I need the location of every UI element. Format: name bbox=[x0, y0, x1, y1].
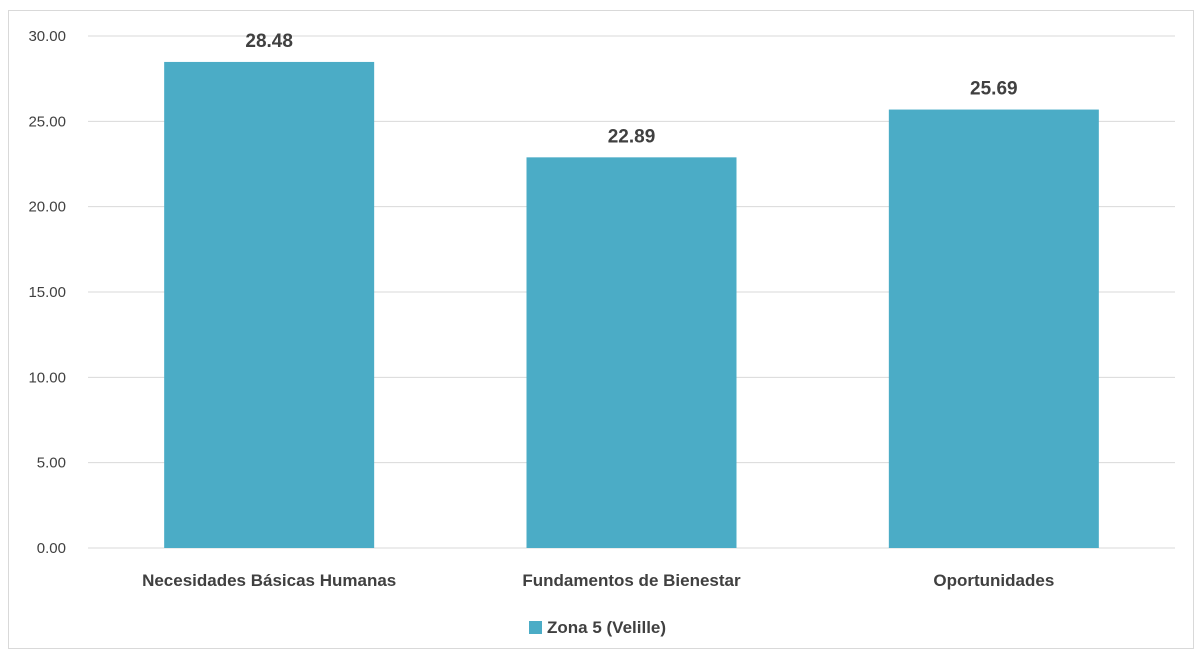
y-tick-label: 5.00 bbox=[37, 455, 66, 472]
y-tick-label: 15.00 bbox=[28, 284, 66, 301]
x-category-label: Necesidades Básicas Humanas bbox=[142, 571, 396, 590]
x-axis-categories: Necesidades Básicas Humanas Fundamentos d… bbox=[142, 571, 1054, 590]
legend: Zona 5 (Velille) bbox=[529, 618, 666, 637]
y-tick-label: 10.00 bbox=[28, 369, 66, 386]
y-tick-label: 25.00 bbox=[28, 113, 66, 130]
bar bbox=[526, 157, 737, 548]
y-tick-label: 30.00 bbox=[28, 28, 66, 45]
data-label: 25.69 bbox=[970, 79, 1018, 100]
bars bbox=[164, 61, 1099, 548]
bar bbox=[164, 61, 375, 548]
legend-swatch bbox=[529, 621, 542, 634]
y-tick-label: 0.00 bbox=[37, 540, 66, 557]
y-axis-ticks: 0.00 5.00 10.00 15.00 20.00 25.00 30.00 bbox=[28, 28, 66, 557]
data-labels: 28.48 22.89 25.69 bbox=[245, 31, 1017, 147]
x-category-label: Fundamentos de Bienestar bbox=[522, 571, 741, 590]
bar bbox=[888, 109, 1099, 548]
y-tick-label: 20.00 bbox=[28, 199, 66, 216]
x-category-label: Oportunidades bbox=[933, 571, 1054, 590]
data-label: 22.89 bbox=[608, 126, 656, 147]
data-label: 28.48 bbox=[245, 31, 293, 52]
legend-label: Zona 5 (Velille) bbox=[547, 618, 666, 637]
